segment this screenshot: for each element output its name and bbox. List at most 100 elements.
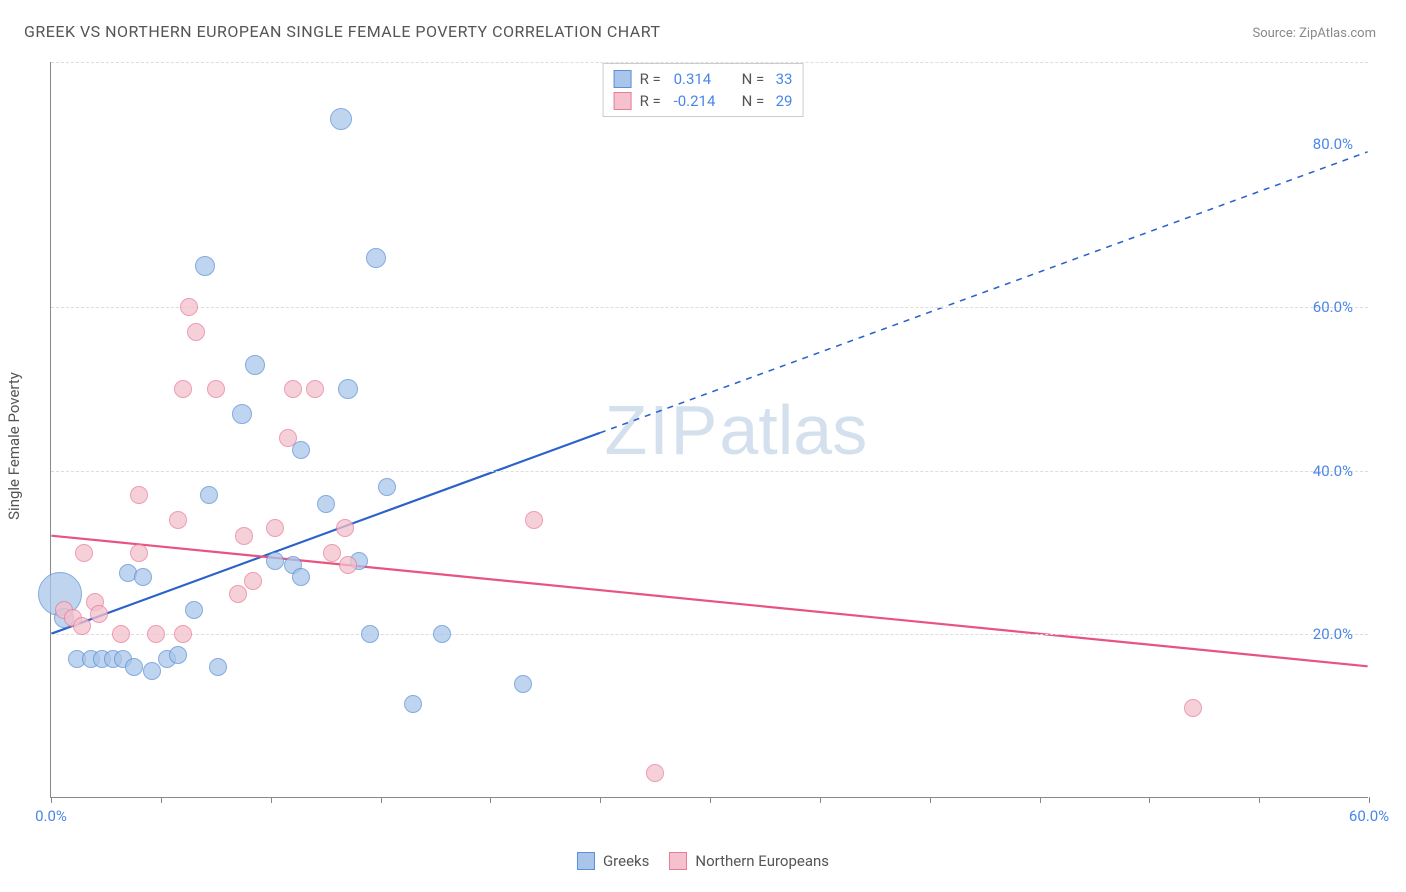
data-point-greeks: [366, 248, 386, 268]
legend-item-northern: Northern Europeans: [669, 852, 829, 870]
legend-label-greeks: Greeks: [603, 852, 649, 870]
data-point-northern: [525, 511, 543, 529]
data-point-northern: [207, 380, 225, 398]
trend-lines: [51, 62, 1368, 797]
data-point-northern: [1184, 699, 1202, 717]
gridline: [51, 634, 1368, 635]
data-point-northern: [284, 380, 302, 398]
data-point-northern: [266, 519, 284, 537]
data-point-greeks: [361, 625, 379, 643]
watermark-zip: ZIP: [604, 391, 719, 469]
data-point-northern: [336, 519, 354, 537]
r-value-northern: -0.214: [674, 92, 734, 110]
rn-row-greeks: R = 0.314 N = 33: [614, 68, 793, 90]
trend-line-extrapolated-greeks: [600, 152, 1368, 433]
data-point-greeks: [266, 552, 284, 570]
x-tick-label: 60.0%: [1349, 807, 1389, 825]
data-point-northern: [75, 544, 93, 562]
y-tick-label: 40.0%: [1313, 462, 1353, 480]
x-tick: [381, 797, 382, 803]
watermark: ZIPatlas: [604, 390, 867, 470]
data-point-northern: [112, 625, 130, 643]
data-point-northern: [147, 625, 165, 643]
n-value-northern: 29: [776, 92, 793, 110]
data-point-northern: [339, 556, 357, 574]
r-label: R =: [640, 70, 666, 88]
x-tick: [490, 797, 491, 803]
y-axis-label: Single Female Poverty: [5, 372, 23, 520]
chart-title: GREEK VS NORTHERN EUROPEAN SINGLE FEMALE…: [24, 22, 661, 41]
x-tick: [1040, 797, 1041, 803]
legend-label-northern: Northern Europeans: [695, 852, 829, 870]
data-point-northern: [130, 486, 148, 504]
data-point-greeks: [134, 568, 152, 586]
data-point-northern: [90, 605, 108, 623]
data-point-northern: [187, 323, 205, 341]
data-point-northern: [180, 298, 198, 316]
data-point-northern: [174, 625, 192, 643]
data-point-northern: [229, 585, 247, 603]
data-point-greeks: [209, 658, 227, 676]
legend-swatch-greeks: [577, 852, 595, 870]
x-tick: [930, 797, 931, 803]
data-point-greeks: [330, 108, 352, 130]
series-legend: Greeks Northern Europeans: [577, 852, 829, 870]
n-label: N =: [742, 92, 768, 110]
legend-swatch-northern: [614, 92, 632, 110]
gridline: [51, 307, 1368, 308]
data-point-northern: [73, 617, 91, 635]
x-tick: [161, 797, 162, 803]
x-tick: [271, 797, 272, 803]
legend-swatch-northern: [669, 852, 687, 870]
watermark-atlas: atlas: [719, 391, 867, 469]
data-point-northern: [174, 380, 192, 398]
data-point-greeks: [232, 404, 252, 424]
y-tick-label: 60.0%: [1313, 298, 1353, 316]
data-point-northern: [235, 527, 253, 545]
trend-line-greeks: [51, 433, 599, 634]
x-tick: [1149, 797, 1150, 803]
x-tick: [1259, 797, 1260, 803]
y-tick-label: 80.0%: [1313, 135, 1353, 153]
n-label: N =: [742, 70, 768, 88]
data-point-northern: [323, 544, 341, 562]
r-value-greeks: 0.314: [674, 70, 734, 88]
data-point-northern: [244, 572, 262, 590]
x-tick-label: 0.0%: [35, 807, 67, 825]
x-tick: [710, 797, 711, 803]
data-point-greeks: [292, 568, 310, 586]
data-point-greeks: [143, 662, 161, 680]
data-point-greeks: [125, 658, 143, 676]
data-point-greeks: [169, 646, 187, 664]
data-point-greeks: [185, 601, 203, 619]
source-attribution: Source: ZipAtlas.com: [1252, 26, 1376, 41]
plot-area: ZIPatlas 20.0%40.0%60.0%80.0%0.0%60.0%: [50, 62, 1368, 798]
data-point-greeks: [200, 486, 218, 504]
x-tick: [51, 797, 52, 803]
x-tick: [600, 797, 601, 803]
x-tick: [820, 797, 821, 803]
x-tick: [1369, 797, 1370, 803]
rn-row-northern: R = -0.214 N = 29: [614, 90, 793, 112]
data-point-greeks: [338, 379, 358, 399]
data-point-northern: [279, 429, 297, 447]
y-tick-label: 20.0%: [1313, 625, 1353, 643]
legend-item-greeks: Greeks: [577, 852, 649, 870]
legend-swatch-greeks: [614, 70, 632, 88]
data-point-greeks: [378, 478, 396, 496]
data-point-northern: [169, 511, 187, 529]
correlation-legend: R = 0.314 N = 33 R = -0.214 N = 29: [603, 63, 804, 117]
data-point-greeks: [514, 675, 532, 693]
data-point-greeks: [433, 625, 451, 643]
data-point-greeks: [404, 695, 422, 713]
r-label: R =: [640, 92, 666, 110]
data-point-greeks: [195, 256, 215, 276]
data-point-northern: [646, 764, 664, 782]
data-point-greeks: [317, 495, 335, 513]
gridline: [51, 471, 1368, 472]
trend-line-northern: [51, 536, 1367, 667]
n-value-greeks: 33: [776, 70, 793, 88]
data-point-greeks: [292, 441, 310, 459]
data-point-greeks: [245, 355, 265, 375]
data-point-northern: [306, 380, 324, 398]
